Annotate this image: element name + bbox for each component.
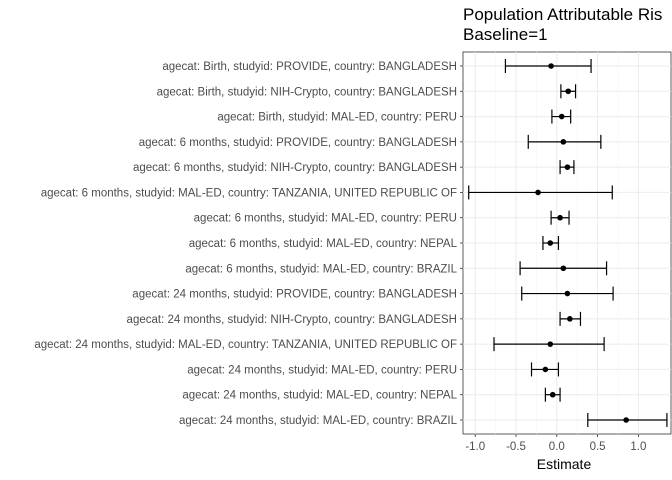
estimate-row <box>544 387 561 402</box>
point-estimate <box>549 391 556 398</box>
x-tick-label: 0.0 <box>549 441 565 453</box>
estimate-row <box>519 261 608 276</box>
estimate-row <box>542 236 560 250</box>
y-category-label: agecat: 6 months, studyid: MAL-ED, count… <box>189 238 458 250</box>
y-category-label: agecat: 6 months, studyid: MAL-ED, count… <box>185 263 457 275</box>
estimate-row <box>504 59 592 73</box>
estimate-row <box>559 160 575 175</box>
x-axis-ticks: -1.0 -0.5 0.0 0.5 1.0 <box>465 434 646 453</box>
estimates-series <box>468 59 668 427</box>
y-category-label: agecat: Birth, studyid: PROVIDE, country… <box>162 61 457 73</box>
point-estimate <box>542 366 549 373</box>
point-estimate <box>558 113 565 120</box>
estimate-row <box>468 185 613 200</box>
point-estimate <box>547 341 554 347</box>
point-estimate <box>560 139 567 145</box>
x-tick-label: -1.0 <box>465 441 485 453</box>
point-estimate <box>565 88 572 95</box>
point-estimate <box>557 214 563 221</box>
chart-title-line-2: Baseline=1 <box>463 25 548 44</box>
estimate-row <box>521 286 614 301</box>
estimate-row <box>559 311 582 326</box>
y-axis-labels: agecat: Birth, studyid: PROVIDE, country… <box>34 61 457 427</box>
y-category-label: agecat: 6 months, studyid: NIH-Crypto, c… <box>133 162 457 174</box>
point-estimate <box>560 265 567 272</box>
y-category-label: agecat: 24 months, studyid: NIH-Crypto, … <box>127 314 457 326</box>
point-estimate <box>547 240 554 246</box>
y-category-label: agecat: 6 months, studyid: PROVIDE, coun… <box>139 137 457 149</box>
chart-title-line-1: Population Attributable Ris <box>463 5 662 24</box>
estimate-row <box>551 109 572 124</box>
point-estimate <box>535 189 541 196</box>
x-axis-title: Estimate <box>537 456 592 472</box>
x-tick-label: 1.0 <box>630 441 646 453</box>
estimate-row <box>550 210 570 225</box>
estimate-row <box>530 362 560 377</box>
y-category-label: agecat: 24 months, studyid: MAL-ED, coun… <box>179 415 458 427</box>
y-category-label: agecat: 6 months, studyid: MAL-ED, count… <box>41 187 457 199</box>
y-category-label: agecat: 24 months, studyid: PROVIDE, cou… <box>132 289 457 301</box>
y-axis-ticks <box>460 65 463 421</box>
estimate-row <box>493 337 605 352</box>
point-estimate <box>567 316 573 322</box>
point-estimate <box>564 164 571 170</box>
x-tick-label: -0.5 <box>506 441 526 453</box>
estimate-row <box>527 134 602 149</box>
y-category-label: agecat: Birth, studyid: MAL-ED, country:… <box>217 112 457 124</box>
point-estimate <box>623 417 629 423</box>
y-category-label: agecat: 6 months, studyid: MAL-ED, count… <box>194 213 457 225</box>
point-estimate <box>564 290 571 297</box>
x-tick-label: 0.5 <box>590 441 606 453</box>
y-category-label: agecat: 24 months, studyid: MAL-ED, coun… <box>187 364 457 376</box>
y-category-label: agecat: 24 months, studyid: MAL-ED, coun… <box>182 390 457 402</box>
y-category-label: agecat: 24 months, studyid: MAL-ED, coun… <box>34 339 457 351</box>
estimate-row <box>587 413 668 427</box>
y-category-label: agecat: Birth, studyid: NIH-Crypto, coun… <box>157 86 457 98</box>
estimate-row <box>560 84 577 99</box>
point-estimate <box>548 63 554 69</box>
